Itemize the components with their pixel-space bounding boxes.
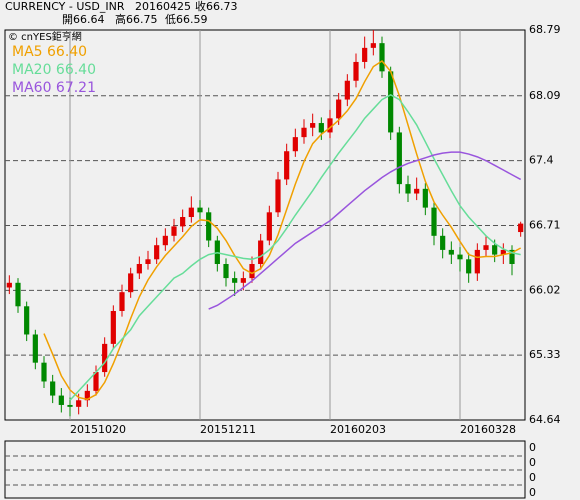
candle-body (24, 306, 30, 335)
candle-body (284, 151, 290, 180)
candle-body (318, 123, 324, 133)
candle-body (41, 362, 47, 382)
candle-body (102, 343, 108, 373)
y-tick-label: 66.71 (529, 218, 561, 231)
candle-body (379, 43, 385, 72)
title: CURRENCY - USD_INR (5, 0, 125, 13)
candle-body (154, 245, 160, 260)
candle-body (145, 259, 151, 264)
candle-body (197, 207, 203, 213)
candle-body (301, 127, 307, 138)
candle-body (128, 273, 134, 293)
x-tick-label: 20160203 (330, 423, 386, 436)
candle-body (76, 400, 82, 407)
candle-body (110, 310, 116, 344)
candle-body (405, 184, 411, 194)
candle-body (353, 61, 359, 81)
candle-body (119, 292, 125, 311)
high-summary: 高66.75 (115, 12, 158, 26)
legend-entry: MA5 66.40 (12, 44, 87, 60)
candle-body (396, 132, 402, 185)
candle-body (474, 249, 480, 274)
lower-tick-label: 0 (529, 441, 536, 454)
y-tick-label: 65.33 (529, 348, 561, 361)
y-tick-label: 68.09 (529, 89, 561, 102)
candle-body (310, 123, 316, 128)
date: 20160425 (135, 0, 191, 13)
legend-entry: MA20 66.40 (12, 62, 96, 78)
close-summary: 收66.73 (195, 0, 238, 13)
candle-body (518, 223, 524, 233)
y-tick-label: 68.79 (529, 23, 561, 36)
candle-body (509, 249, 515, 264)
candle-body (136, 264, 142, 274)
x-tick-label: 20160328 (460, 423, 516, 436)
candle-body (275, 179, 281, 213)
candle-body (336, 99, 342, 119)
x-tick-label: 20151211 (200, 423, 256, 436)
candle-body (344, 80, 350, 100)
candle-body (440, 235, 446, 250)
candle-body (483, 245, 489, 250)
y-tick-label: 66.02 (529, 283, 561, 296)
candle-body (492, 245, 498, 255)
lower-tick-label: 0 (529, 486, 536, 499)
candle-body (188, 207, 194, 218)
legend-entry: MA60 67.21 (12, 80, 96, 96)
candle-body (240, 278, 246, 283)
candle-body (171, 226, 177, 236)
candle-body (67, 404, 73, 407)
candle-body (466, 259, 472, 274)
lower-tick-label: 0 (529, 456, 536, 469)
candle-body (15, 282, 21, 307)
candle-body (6, 282, 12, 288)
lower-tick-label: 0 (529, 471, 536, 484)
candle-body (258, 240, 264, 264)
candle-body (84, 390, 90, 401)
candle-body (232, 278, 238, 283)
candle-body (223, 264, 229, 279)
candle-body (292, 137, 298, 152)
candle-body (431, 207, 437, 236)
candle-body (448, 249, 454, 255)
candle-body (422, 188, 428, 208)
x-tick-label: 20151020 (70, 423, 126, 436)
y-tick-label: 64.64 (529, 413, 561, 426)
candle-body (50, 381, 56, 396)
candle-body (457, 254, 463, 260)
ma-line (69, 93, 521, 401)
candle-body (266, 212, 272, 241)
candle-body (93, 372, 99, 391)
candle-body (162, 235, 168, 246)
candle-body (414, 188, 420, 194)
candle-body (32, 334, 38, 363)
low-summary: 低66.59 (165, 13, 208, 26)
candle-body (180, 217, 186, 227)
candle-body (388, 71, 394, 133)
candle-body (370, 43, 376, 48)
candle-body (327, 118, 333, 133)
candle-body (500, 249, 506, 255)
ma-line (208, 151, 522, 310)
candle-body (206, 212, 212, 241)
candle-body (58, 395, 64, 405)
candle-body (362, 47, 368, 62)
y-tick-label: 67.4 (529, 154, 554, 167)
source: © cnYES鉅亨網 (8, 30, 82, 43)
candle-body (249, 264, 255, 279)
open-summary: 開66.64 (62, 13, 105, 26)
